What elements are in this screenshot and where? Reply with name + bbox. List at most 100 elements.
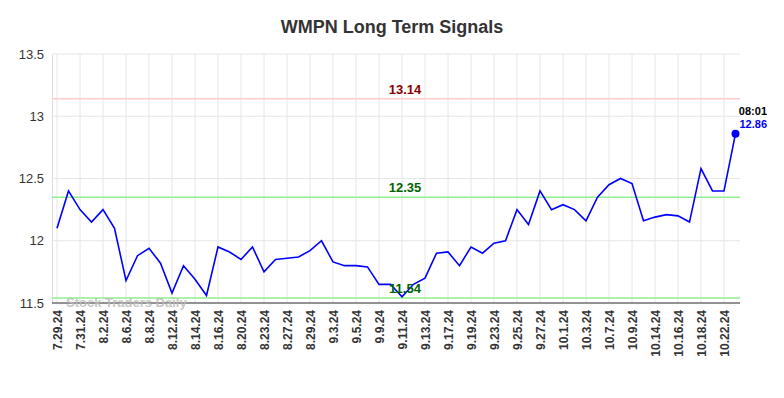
x-tick-label: 8.23.24 (258, 310, 272, 350)
y-tick: 12 (30, 233, 52, 248)
x-tick: 9.5.24 (350, 303, 364, 343)
x-tick-label: 8.2.24 (97, 310, 111, 344)
x-tick-label: 9.25.24 (511, 310, 525, 350)
reference-line (52, 98, 740, 100)
grid-line (218, 54, 219, 303)
x-tick: 10.7.24 (603, 303, 617, 350)
grid-line (264, 54, 265, 303)
reference-label: 12.35 (389, 180, 422, 195)
x-tick-label: 9.27.24 (534, 310, 548, 350)
x-tick: 8.29.24 (304, 303, 318, 350)
x-tick-label: 9.9.24 (373, 310, 387, 344)
x-tick-label: 10.7.24 (603, 310, 617, 350)
grid-line (52, 240, 740, 241)
last-value: 12.86 (739, 118, 767, 130)
grid-line (287, 54, 288, 303)
x-tick: 10.3.24 (580, 303, 594, 350)
x-axis: 7.29.24 7.31.24 8.2.24 8.6.24 8.8.24 8.12.24 8… (51, 303, 740, 357)
x-tick: 8.20.24 (235, 303, 249, 350)
grid-line (724, 54, 725, 303)
grid-line (425, 54, 426, 303)
x-tick: 8.16.24 (212, 303, 226, 350)
x-tick-label: 10.9.24 (626, 310, 640, 350)
grid-line (609, 54, 610, 303)
title: WMPN Long Term Signals (281, 17, 504, 37)
y-axis-line (52, 55, 53, 304)
x-tick: 8.14.24 (189, 303, 203, 350)
y-axis: 11.5 12 12.5 13 13.5 (19, 47, 53, 311)
grid-line (471, 54, 472, 303)
x-tick: 9.19.24 (465, 303, 479, 350)
grid-line (379, 54, 380, 303)
x-tick: 9.27.24 (534, 303, 548, 350)
grid-line (540, 54, 541, 303)
y-tick: 13.5 (19, 47, 52, 62)
grid-line (448, 54, 449, 303)
grid-line (126, 54, 127, 303)
grid-line (195, 54, 196, 303)
x-tick: 8.27.24 (281, 303, 295, 350)
y-tick-label: 11.5 (20, 296, 44, 311)
x-tick: 7.31.24 (74, 303, 88, 350)
grid (52, 54, 740, 303)
x-tick: 9.25.24 (511, 303, 525, 350)
x-tick-label: 10.22.24 (718, 310, 732, 357)
x-tick: 9.9.24 (373, 303, 387, 343)
grid-line (103, 54, 104, 303)
x-tick-label: 9.3.24 (327, 310, 341, 344)
grid-line (310, 54, 311, 303)
x-tick-label: 8.16.24 (212, 310, 226, 350)
x-tick-label: 10.16.24 (672, 310, 686, 357)
x-tick: 10.14.24 (649, 303, 663, 357)
y-tick-label: 12.5 (19, 171, 44, 186)
x-tick-label: 10.3.24 (580, 310, 594, 350)
grid-line (632, 54, 633, 303)
grid-line (241, 54, 242, 303)
grid-line (678, 54, 679, 303)
reference-label: 11.54 (389, 281, 422, 296)
x-tick-label: 9.13.24 (419, 310, 433, 350)
grid-line (586, 54, 587, 303)
price-line (57, 134, 736, 297)
grid-line (517, 54, 518, 303)
x-tick-label: 8.27.24 (281, 310, 295, 350)
plot-area (52, 99, 740, 298)
x-tick-label: 9.19.24 (465, 310, 479, 350)
x-tick: 10.22.24 (718, 303, 732, 357)
grid-line (80, 54, 81, 303)
x-tick: 8.12.24 (166, 303, 180, 350)
x-tick: 10.16.24 (672, 303, 686, 357)
x-tick: 9.13.24 (419, 303, 433, 350)
grid-line (52, 116, 740, 117)
x-tick-label: 7.31.24 (74, 310, 88, 350)
x-tick-label: 10.1.24 (557, 310, 571, 350)
grid-line (52, 178, 740, 179)
x-tick-label: 9.23.24 (488, 310, 502, 350)
grid-line (52, 54, 740, 55)
grid-line (172, 54, 173, 303)
grid-line (494, 54, 495, 303)
x-tick-label: 9.17.24 (442, 310, 456, 350)
last-point (732, 130, 740, 138)
y-tick-label: 13 (30, 109, 44, 124)
x-tick-label: 8.8.24 (143, 310, 157, 344)
grid-line (701, 54, 702, 303)
grid-line (57, 54, 58, 303)
x-tick-label: 8.20.24 (235, 310, 249, 350)
x-tick-label: 8.14.24 (189, 310, 203, 350)
x-tick: 9.11.24 (396, 303, 410, 349)
x-tick: 10.9.24 (626, 303, 640, 350)
y-tick-label: 13.5 (19, 47, 44, 62)
x-tick: 9.17.24 (442, 303, 456, 350)
y-tick-label: 12 (30, 233, 44, 248)
x-tick-label: 7.29.24 (51, 310, 65, 350)
grid-line (655, 54, 656, 303)
x-tick: 9.3.24 (327, 303, 341, 343)
x-tick: 10.1.24 (557, 303, 571, 350)
grid-line (563, 54, 564, 303)
x-tick-label: 10.14.24 (649, 310, 663, 357)
grid-line (333, 54, 334, 303)
grid-line (149, 54, 150, 303)
x-tick-label: 8.29.24 (304, 310, 318, 350)
x-tick-label: 8.6.24 (120, 310, 134, 344)
